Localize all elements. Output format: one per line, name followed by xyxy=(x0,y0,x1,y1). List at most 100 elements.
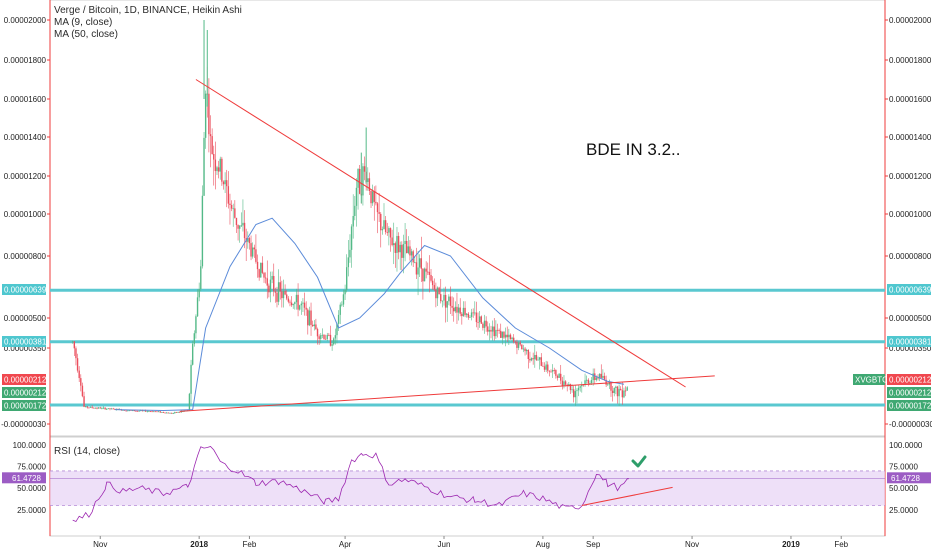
candle-body xyxy=(607,384,609,386)
candle-body xyxy=(394,243,397,253)
candle-body xyxy=(135,410,137,412)
candle-body xyxy=(503,331,505,338)
candle-body xyxy=(380,213,382,231)
right-price-tag-label: 0.00000172 xyxy=(889,402,932,411)
candle-body xyxy=(89,406,92,408)
candle-body xyxy=(349,249,351,258)
candle-body xyxy=(362,166,364,196)
candle-body xyxy=(389,228,392,238)
candle-body xyxy=(214,159,217,172)
candle-body xyxy=(211,136,213,154)
candle-body xyxy=(346,267,348,291)
candle-body xyxy=(376,203,379,213)
candle-body xyxy=(227,186,230,204)
candle-body xyxy=(255,249,257,262)
candle-body xyxy=(537,359,539,361)
candle-body xyxy=(80,378,82,386)
candle-body xyxy=(237,225,239,229)
x-tick-label: Aug xyxy=(536,540,550,549)
candle-body xyxy=(444,294,447,308)
candle-body xyxy=(127,410,129,412)
main-pane xyxy=(49,0,886,437)
candle-body xyxy=(292,304,294,306)
candle-body xyxy=(482,323,484,328)
x-tick-label: Jun xyxy=(438,540,451,549)
candle-body xyxy=(548,370,551,372)
candle-body xyxy=(368,178,371,192)
candle-body xyxy=(378,212,380,214)
candle-body xyxy=(616,386,619,397)
candle-body xyxy=(136,410,139,412)
candle-body xyxy=(547,364,549,371)
y-tick-right: 0.00001800 xyxy=(889,56,932,65)
candle-body xyxy=(75,348,77,359)
candle-body xyxy=(203,137,205,196)
candle-body xyxy=(430,274,432,281)
candle-body xyxy=(598,373,601,379)
candle-body xyxy=(78,370,80,379)
candle-body xyxy=(579,386,581,388)
y-tick-left: 0.00001600 xyxy=(4,95,47,104)
left-price-tag xyxy=(2,336,46,347)
candle-body xyxy=(363,166,366,172)
right-price-tag-label: 0.00000639 xyxy=(889,286,932,295)
candle-body xyxy=(524,348,526,352)
candle-body xyxy=(470,312,473,317)
candle-body xyxy=(605,379,607,385)
candle-body xyxy=(441,300,444,302)
candle-body xyxy=(84,406,87,408)
candle-body xyxy=(298,305,301,310)
x-tick-label: 2019 xyxy=(782,540,800,549)
candle-body xyxy=(339,304,341,315)
candle-body xyxy=(475,312,478,323)
candle-body xyxy=(289,301,291,303)
candle-body xyxy=(568,384,570,386)
right-price-tag xyxy=(853,374,885,385)
candle-body xyxy=(341,304,343,306)
candle-body xyxy=(195,316,197,334)
candle-body xyxy=(328,334,330,336)
candle-body xyxy=(613,387,615,394)
candle-body xyxy=(326,334,328,340)
y-tick-left: 0.00001800 xyxy=(4,56,47,65)
candle-body xyxy=(114,408,116,410)
candle-body xyxy=(281,291,283,299)
candle-body xyxy=(133,410,136,412)
candle-body xyxy=(566,384,568,386)
candle-body xyxy=(216,167,218,172)
candle-body xyxy=(397,235,400,253)
candle-body xyxy=(538,357,541,360)
rsi-y-tick-right: 50.0000 xyxy=(889,484,918,493)
candle-body xyxy=(333,338,335,345)
candle-body xyxy=(545,364,547,370)
candle-body xyxy=(417,267,419,275)
candle-body xyxy=(273,276,275,292)
candle-body xyxy=(337,314,340,324)
candle-body xyxy=(451,305,453,308)
candle-body xyxy=(435,289,437,299)
candle-body xyxy=(603,375,606,380)
candle-body xyxy=(556,375,559,378)
left-price-tag xyxy=(2,284,46,295)
rsi-legend: RSI (14, close) xyxy=(54,446,121,457)
left-price-tag-label: 0.00000172 xyxy=(4,402,47,411)
candle-body xyxy=(73,341,76,349)
candle-body xyxy=(440,294,442,302)
candle-body xyxy=(508,334,510,338)
candle-body xyxy=(448,296,450,302)
candle-body xyxy=(311,324,314,327)
candle-body xyxy=(290,302,293,306)
left-price-tag-label: 0.00000212 xyxy=(4,389,47,398)
candle-body xyxy=(81,385,84,397)
candle-body xyxy=(247,238,249,242)
right-price-tag xyxy=(887,336,931,347)
candle-body xyxy=(375,201,377,204)
candle-body xyxy=(334,335,337,339)
candle-body xyxy=(555,370,557,376)
candle-body xyxy=(478,316,481,323)
candle-body xyxy=(102,407,105,409)
y-tick-right: 0.00002000 xyxy=(889,16,932,25)
candle-body xyxy=(542,365,544,367)
candle-body xyxy=(88,407,90,409)
trend-line xyxy=(195,79,686,388)
